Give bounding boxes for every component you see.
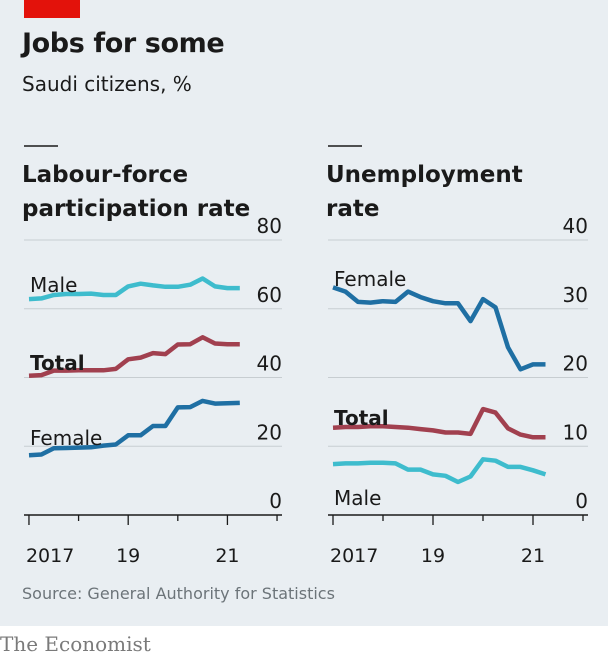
y-tick-label: 40 [257, 352, 282, 376]
x-tick-label: 21 [521, 545, 545, 567]
source-note: Source: General Authority for Statistics [22, 584, 335, 603]
series-label-male: Male [30, 273, 77, 297]
series-line-female [332, 285, 546, 372]
x-tick-label: 2017 [330, 545, 378, 567]
panel-title-line: participation rate [22, 196, 250, 222]
y-tick-label: 20 [563, 352, 588, 376]
footer-bar [0, 626, 608, 662]
series-line-female [28, 398, 240, 458]
brand-red-tag [24, 0, 80, 18]
panel-participation-rate: Labour-force participation rate 0 20 40 60 80 2… [22, 145, 282, 567]
x-tick-label: 19 [421, 545, 445, 567]
panel-title-line: rate [326, 196, 379, 222]
y-tick-label: 0 [575, 489, 588, 513]
series-label-total: Total [30, 351, 85, 375]
y-tick-label: 0 [269, 489, 282, 513]
panel-unemployment-rate: Unemployment rate 0 10 20 30 40 2017 19 21 Female T… [326, 145, 588, 567]
series-line-total [28, 335, 240, 379]
y-tick-label: 30 [563, 283, 588, 307]
x-tick-label: 2017 [26, 545, 74, 567]
panel-title-line: Labour-force [22, 162, 188, 188]
x-tick-label: 21 [215, 545, 239, 567]
panel-title-line: Unemployment [326, 162, 523, 188]
figure-subtitle: Saudi citizens, % [22, 72, 192, 96]
series-line-male [28, 276, 240, 302]
y-tick-label: 80 [257, 214, 282, 238]
series-label-female: Female [30, 426, 102, 450]
x-tick-label: 19 [116, 545, 140, 567]
y-tick-label: 40 [563, 214, 588, 238]
y-tick-label: 10 [563, 420, 588, 444]
series-label-female: Female [334, 267, 406, 291]
y-tick-label: 20 [257, 420, 282, 444]
brand-logo-text: The Economist [0, 632, 151, 656]
series-label-male: Male [334, 486, 381, 510]
figure-title: Jobs for some [22, 28, 225, 59]
y-tick-label: 60 [257, 283, 282, 307]
series-line-male [332, 457, 547, 485]
series-line-total [332, 406, 546, 440]
series-label-total: Total [334, 406, 389, 430]
